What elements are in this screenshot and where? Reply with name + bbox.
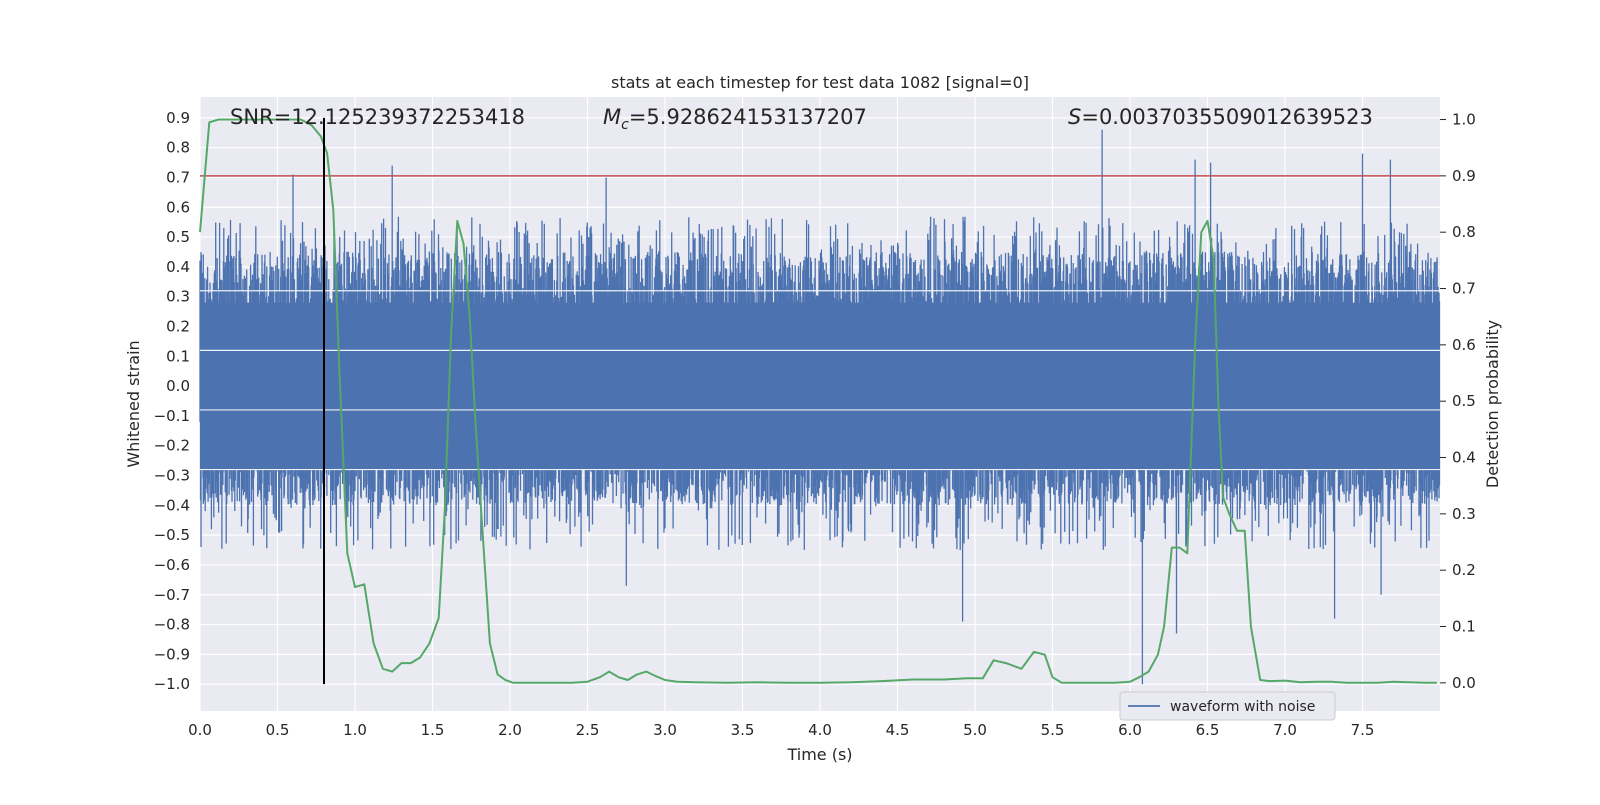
x-tick-label: 6.5 xyxy=(1196,721,1220,739)
y-tick-label: 0.6 xyxy=(166,198,190,216)
x-tick-label: 4.5 xyxy=(886,721,910,739)
chart-title: stats at each timestep for test data 108… xyxy=(611,73,1029,92)
y-tick-label: 0.5 xyxy=(166,228,190,246)
x-tick-label: 3.5 xyxy=(731,721,755,739)
y-axis-label: Whitened strain xyxy=(124,340,143,467)
snr-annotation: SNR=12.125239372253418 xyxy=(230,105,525,129)
waveform-noise-series xyxy=(199,129,1441,685)
y-tick-label: 0.4 xyxy=(166,258,190,276)
y2-tick-label: 0.0 xyxy=(1452,674,1476,692)
y2-tick-label: 0.9 xyxy=(1452,167,1476,185)
y-tick-label: −0.6 xyxy=(154,556,190,574)
y2-tick-label: 1.0 xyxy=(1452,111,1476,129)
x-tick-label: 2.0 xyxy=(498,721,522,739)
x-tick-label: 0.0 xyxy=(188,721,212,739)
x-tick-label: 1.5 xyxy=(421,721,445,739)
detection-probability-line xyxy=(199,118,1437,684)
y-tick-label: 0.2 xyxy=(166,318,190,336)
x-tick-label: 1.0 xyxy=(343,721,367,739)
y-tick-label: −0.2 xyxy=(154,437,190,455)
mc-subscript: c xyxy=(621,117,629,133)
x-tick-label: 4.0 xyxy=(808,721,832,739)
y2-tick-labels: 1.0 0.9 0.8 0.7 0.6 0.5 0.4 0.3 0.2 0.1 0.0 xyxy=(1440,111,1476,692)
y-tick-label: −0.1 xyxy=(154,407,190,425)
x-tick-label: 6.0 xyxy=(1118,721,1142,739)
y2-tick-label: 0.2 xyxy=(1452,561,1476,579)
y-tick-label: −1.0 xyxy=(154,675,190,693)
s-annotation: S=0.0037035509012639523 xyxy=(1068,105,1373,129)
y-tick-label: 0.9 xyxy=(166,109,190,127)
x-tick-label: 5.0 xyxy=(963,721,987,739)
x-tick-label: 2.5 xyxy=(576,721,600,739)
y2-axis-label: Detection probability xyxy=(1483,320,1502,488)
y-tick-label: 0.3 xyxy=(166,288,190,306)
legend: waveform with noise xyxy=(1119,691,1336,721)
x-tick-label: 7.0 xyxy=(1273,721,1297,739)
mc-value: =5.928624153137207 xyxy=(629,105,867,129)
legend-box xyxy=(1119,691,1336,721)
y-tick-label: −0.3 xyxy=(154,467,190,485)
x-tick-label: 5.5 xyxy=(1041,721,1065,739)
y-tick-label: −0.8 xyxy=(154,616,190,634)
x-tick-label: 0.5 xyxy=(266,721,290,739)
y-tick-label: −0.4 xyxy=(154,496,190,514)
y2-tick-label: 0.1 xyxy=(1452,618,1476,636)
y-tick-label: 0.1 xyxy=(166,347,190,365)
waveform-noise-core xyxy=(200,302,1440,470)
x-tick-labels: 0.0 0.5 1.0 1.5 2.0 2.5 3.0 3.5 4.0 4.5 5.0 5.5 6.0 6… xyxy=(188,721,1374,739)
y-tick-label: 0.7 xyxy=(166,168,190,186)
y2-tick-label: 0.7 xyxy=(1452,280,1476,298)
chirp-mass-annotation: Mc=5.928624153137207 xyxy=(603,105,867,133)
x-tick-label: 7.5 xyxy=(1351,721,1375,739)
y-tick-label: −0.9 xyxy=(154,645,190,663)
s-symbol: S xyxy=(1068,105,1081,129)
s-value: =0.0037035509012639523 xyxy=(1081,105,1373,129)
y-tick-label: 0.0 xyxy=(166,377,190,395)
y2-tick-label: 0.5 xyxy=(1452,392,1476,410)
y2-tick-label: 0.4 xyxy=(1452,449,1476,467)
y-tick-label: −0.7 xyxy=(154,586,190,604)
y2-tick-label: 0.3 xyxy=(1452,505,1476,523)
legend-label: waveform with noise xyxy=(1170,699,1315,715)
x-axis-label: Time (s) xyxy=(786,745,852,764)
mc-symbol: M xyxy=(603,105,621,129)
y-tick-label: −0.5 xyxy=(154,526,190,544)
x-tick-label: 3.0 xyxy=(653,721,677,739)
y-tick-labels: 0.9 0.8 0.7 0.6 0.5 0.4 0.3 0.2 0.1 0.0 −0.1 −0.2 −0… xyxy=(154,109,190,693)
y2-tick-label: 0.6 xyxy=(1452,336,1476,354)
y-tick-label: 0.8 xyxy=(166,139,190,157)
y2-tick-label: 0.8 xyxy=(1452,223,1476,241)
